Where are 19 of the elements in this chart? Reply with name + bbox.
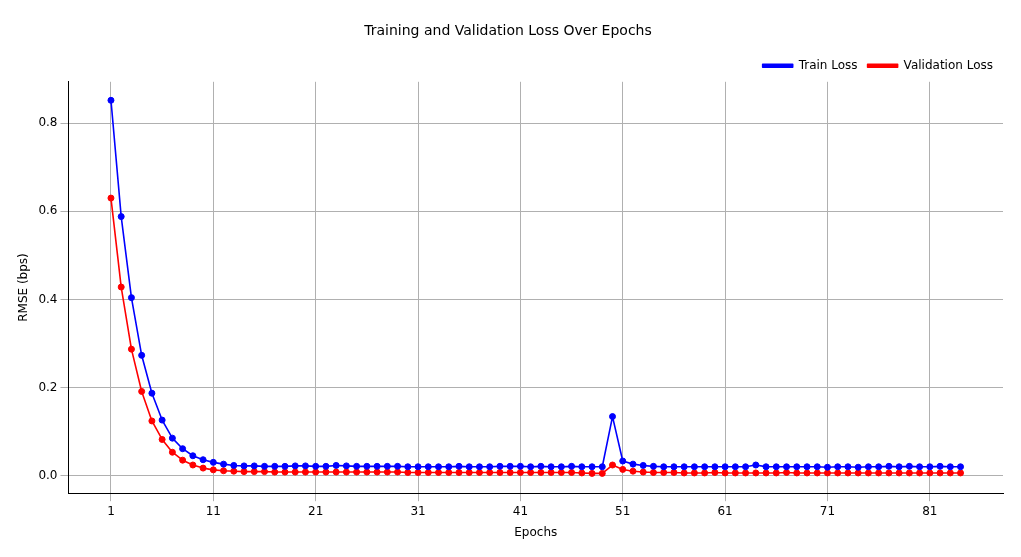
- y-tick-label: 0.0: [38, 467, 58, 482]
- x-axis-title: Epochs: [514, 524, 558, 539]
- y-tick-label: 0.4: [38, 291, 58, 306]
- legend-label: Train Loss: [797, 57, 858, 72]
- x-tick-label: 31: [410, 503, 426, 518]
- x-tick-label: 11: [205, 503, 221, 518]
- x-tick-label: 51: [615, 503, 631, 518]
- x-tick-label: 61: [717, 503, 733, 518]
- x-tick-label: 21: [308, 503, 324, 518]
- y-tick-label: 0.8: [38, 115, 58, 130]
- x-tick-label: 1: [107, 503, 115, 518]
- x-tick-label: 81: [922, 503, 938, 518]
- y-tick-label: 0.6: [38, 203, 58, 218]
- legend-label: Validation Loss: [903, 57, 993, 72]
- x-tick-label: 41: [512, 503, 529, 518]
- y-axis-title: RMSE (bps): [16, 253, 31, 322]
- y-tick-label: 0.2: [38, 379, 58, 394]
- chart-title: Training and Validation Loss Over Epochs: [363, 22, 652, 39]
- x-tick-label: 71: [819, 503, 836, 518]
